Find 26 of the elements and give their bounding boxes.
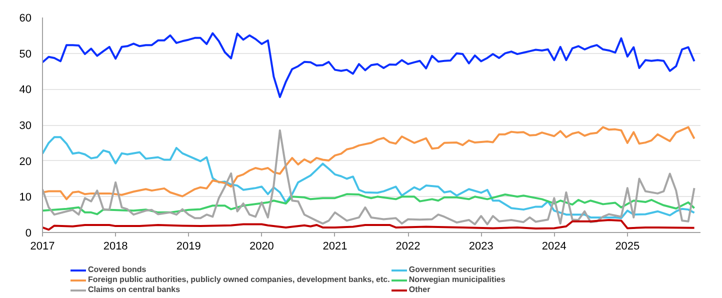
x-tick-label: 2022 — [396, 240, 420, 252]
x-tick-label: 2023 — [468, 240, 494, 252]
legend-label: Government securities — [408, 265, 496, 274]
line-series — [42, 218, 696, 231]
line-series — [42, 32, 696, 98]
y-tick-label: 20 — [19, 156, 32, 168]
y-tick-label: 50 — [19, 48, 32, 60]
y-tick-label: 0 — [25, 228, 32, 240]
x-tick-label: 2020 — [249, 240, 274, 252]
y-tick-label: 10 — [19, 192, 32, 204]
y-tick-label: 60 — [19, 12, 32, 24]
x-tick-label: 2024 — [542, 240, 566, 252]
legend-label: Other — [408, 285, 430, 294]
legend-label: Norwegian municipalities — [408, 275, 506, 284]
x-tick-label: 2018 — [103, 240, 128, 252]
line-series — [42, 126, 696, 200]
legend-label: Claims on central banks — [88, 285, 180, 294]
x-tick-label: 2019 — [176, 240, 201, 252]
line-series — [42, 193, 696, 216]
y-tick-label: 40 — [19, 84, 32, 96]
x-tick-label: 2025 — [615, 240, 640, 252]
x-tick-label: 2017 — [30, 240, 55, 252]
y-tick-label: 30 — [19, 120, 32, 132]
legend-label: Covered bonds — [88, 265, 146, 274]
legend-label: Foreign public authorities, publicly owned companies, development banks, etc. — [88, 275, 390, 284]
x-tick-label: 2021 — [322, 240, 348, 252]
